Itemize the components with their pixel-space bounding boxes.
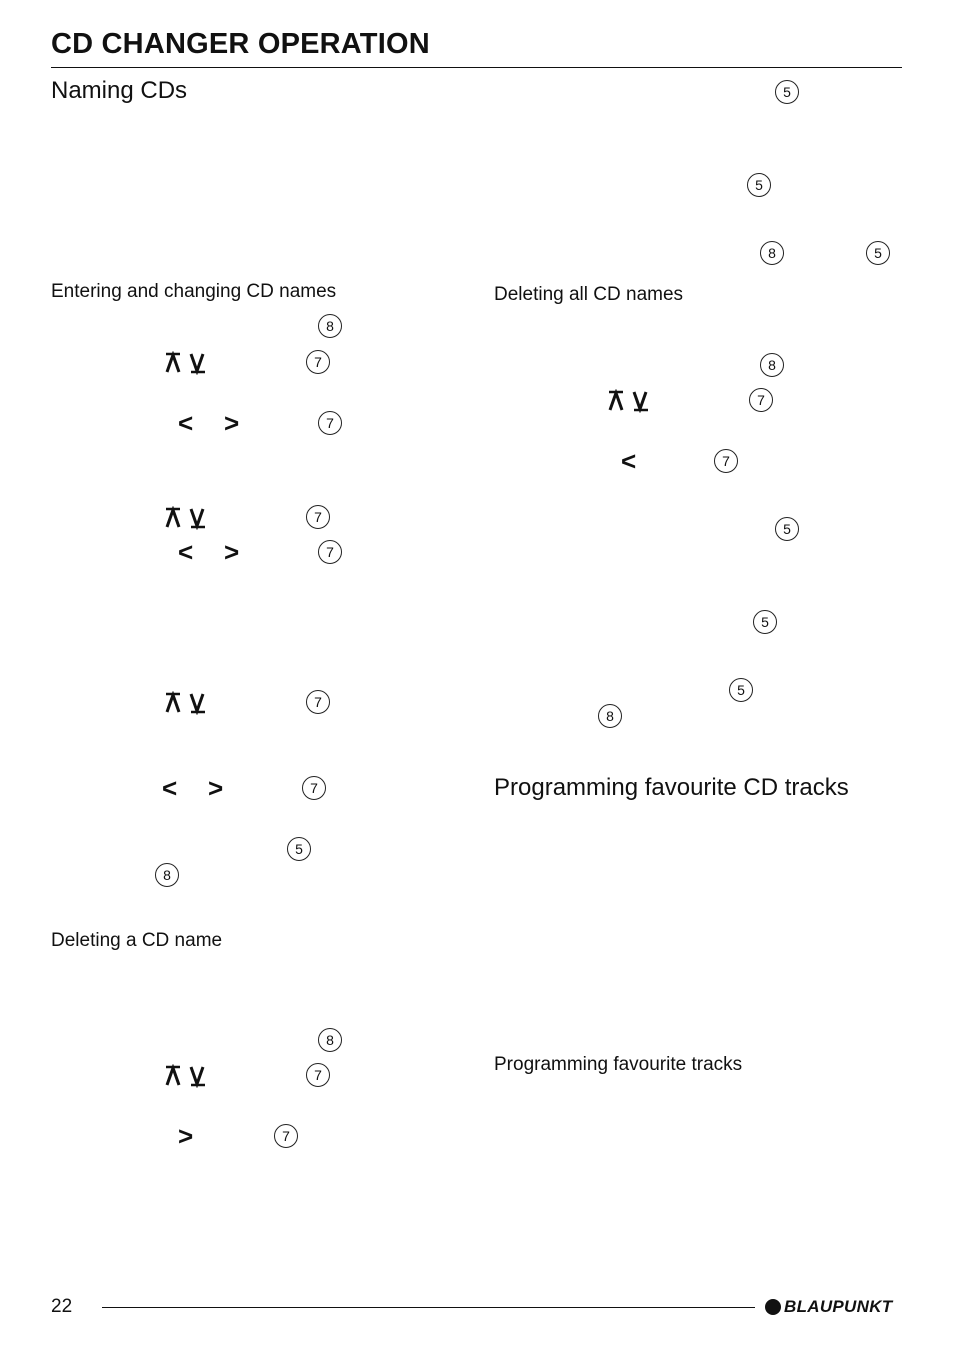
header-rule (51, 67, 902, 68)
logo-dot-icon (765, 1299, 781, 1315)
callout-7: 7 (714, 449, 738, 473)
callout-8: 8 (318, 1028, 342, 1052)
page-number: 22 (51, 1296, 73, 1317)
up-down-arrow-icon (165, 506, 205, 530)
heading-naming-cds: Naming CDs (51, 77, 188, 104)
up-down-arrow-icon (165, 351, 205, 375)
callout-7: 7 (306, 505, 330, 529)
callout-8: 8 (760, 241, 784, 265)
right-arrow-icon: > (224, 408, 240, 438)
callout-7: 7 (306, 1063, 330, 1087)
callout-5: 5 (775, 517, 799, 541)
callout-8: 8 (155, 863, 179, 887)
callout-7: 7 (749, 388, 773, 412)
callout-5: 5 (729, 678, 753, 702)
up-down-arrow-icon (165, 1064, 205, 1088)
right-arrow-icon: > (208, 773, 224, 803)
left-arrow-icon: < (178, 537, 194, 567)
heading-programming-tracks: Programming favourite tracks (494, 1054, 743, 1075)
footer-rule (102, 1307, 755, 1308)
callout-8: 8 (318, 314, 342, 338)
heading-programming: Programming favourite CD tracks (494, 774, 849, 801)
heading-deleting-all: Deleting all CD names (494, 284, 684, 305)
callout-8: 8 (760, 353, 784, 377)
left-arrow-icon: < (162, 773, 178, 803)
callout-8: 8 (598, 704, 622, 728)
callout-7: 7 (318, 540, 342, 564)
right-arrow-icon: > (224, 537, 240, 567)
callout-5: 5 (866, 241, 890, 265)
heading-deleting-one: Deleting a CD name (51, 930, 223, 951)
callout-5: 5 (753, 610, 777, 634)
up-down-arrow-icon (608, 389, 648, 413)
callout-7: 7 (274, 1124, 298, 1148)
callout-5: 5 (747, 173, 771, 197)
heading-entering-changing: Entering and changing CD names (51, 281, 337, 302)
callout-5: 5 (287, 837, 311, 861)
up-down-arrow-icon (165, 691, 205, 715)
callout-7: 7 (306, 690, 330, 714)
page-title: CD CHANGER OPERATION (51, 28, 430, 60)
callout-5: 5 (775, 80, 799, 104)
callout-7: 7 (306, 350, 330, 374)
left-arrow-icon: < (621, 446, 637, 476)
brand-name: BLAUPUNKT (784, 1297, 893, 1316)
right-arrow-icon: > (178, 1121, 194, 1151)
callout-7: 7 (318, 411, 342, 435)
callout-7: 7 (302, 776, 326, 800)
brand-logo: BLAUPUNKT (765, 1297, 892, 1317)
left-arrow-icon: < (178, 408, 194, 438)
